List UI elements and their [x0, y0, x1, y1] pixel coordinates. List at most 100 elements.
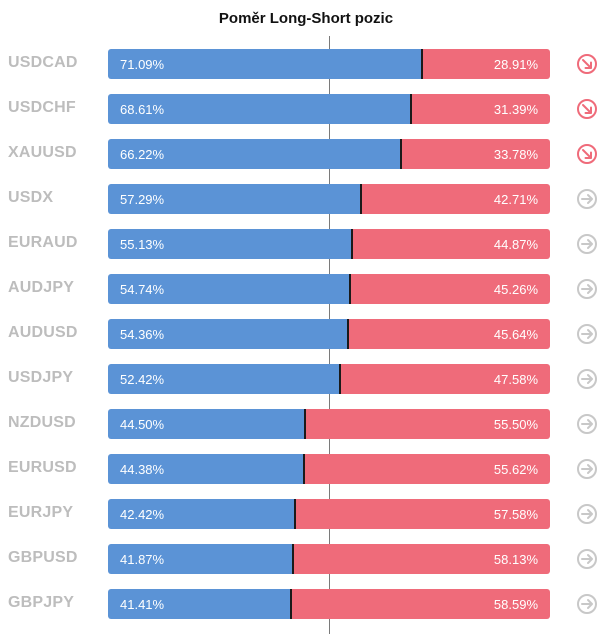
short-percent-label: 44.87% [493, 237, 538, 252]
ratio-bar[interactable]: 41.87% 58.13% [108, 544, 550, 574]
short-segment [348, 319, 550, 349]
chart-title: Poměr Long-Short pozic [218, 10, 394, 27]
pair-label: EURJPY [8, 504, 74, 521]
ratio-bar[interactable]: 54.74% 45.26% [108, 274, 550, 304]
divider-marker [347, 319, 349, 349]
divider-marker [294, 499, 296, 529]
arrow-right-icon[interactable] [576, 548, 598, 570]
short-segment [295, 499, 550, 529]
bar-row: GBPUSD 41.87% 58.13% [0, 544, 612, 574]
arrow-right-icon[interactable] [576, 413, 598, 435]
divider-marker [292, 544, 294, 574]
long-segment [108, 94, 411, 124]
bar-row: XAUUSD 66.22% 33.78% [0, 139, 612, 169]
arrow-down-right-icon[interactable] [576, 98, 598, 120]
short-segment [340, 364, 550, 394]
ratio-bar[interactable]: 71.09% 28.91% [108, 49, 550, 79]
short-segment [361, 184, 550, 214]
divider-marker [303, 454, 305, 484]
short-percent-label: 57.58% [493, 507, 538, 522]
short-segment [293, 544, 550, 574]
short-percent-label: 45.64% [493, 327, 538, 342]
arrow-right-icon[interactable] [576, 323, 598, 345]
arrow-right-icon[interactable] [576, 593, 598, 615]
arrow-right-icon[interactable] [576, 188, 598, 210]
pair-label: EURUSD [8, 459, 77, 476]
short-segment [352, 229, 550, 259]
short-percent-label: 47.58% [493, 372, 538, 387]
ratio-bar[interactable]: 41.41% 58.59% [108, 589, 550, 619]
long-percent-label: 41.41% [120, 597, 165, 612]
ratio-bar[interactable]: 42.42% 57.58% [108, 499, 550, 529]
divider-marker [290, 589, 292, 619]
pair-label: USDCAD [8, 54, 78, 71]
divider-marker [360, 184, 362, 214]
bar-row: NZDUSD 44.50% 55.50% [0, 409, 612, 439]
divider-marker [349, 274, 351, 304]
pair-label: XAUUSD [8, 144, 77, 161]
divider-marker [421, 49, 423, 79]
short-percent-label: 42.71% [493, 192, 538, 207]
short-segment [411, 94, 550, 124]
ratio-bar[interactable]: 57.29% 42.71% [108, 184, 550, 214]
arrow-down-right-icon[interactable] [576, 53, 598, 75]
long-segment [108, 409, 305, 439]
short-segment [291, 589, 550, 619]
arrow-right-icon[interactable] [576, 233, 598, 255]
bar-row: USDX 57.29% 42.71% [0, 184, 612, 214]
bar-row: USDCHF 68.61% 31.39% [0, 94, 612, 124]
ratio-bar[interactable]: 68.61% 31.39% [108, 94, 550, 124]
short-percent-label: 28.91% [493, 57, 538, 72]
short-segment [305, 409, 550, 439]
long-percent-label: 52.42% [120, 372, 165, 387]
long-segment [108, 454, 304, 484]
short-percent-label: 58.13% [493, 552, 538, 567]
arrow-right-icon[interactable] [576, 278, 598, 300]
bar-row: GBPJPY 41.41% 58.59% [0, 589, 612, 619]
long-percent-label: 57.29% [120, 192, 165, 207]
pair-label: AUDUSD [8, 324, 78, 341]
long-percent-label: 71.09% [120, 57, 165, 72]
pair-label: USDJPY [8, 369, 74, 386]
long-segment [108, 49, 422, 79]
ratio-bar[interactable]: 44.38% 55.62% [108, 454, 550, 484]
ratio-bar[interactable]: 66.22% 33.78% [108, 139, 550, 169]
arrow-right-icon[interactable] [576, 368, 598, 390]
long-segment [108, 319, 348, 349]
pair-label: GBPJPY [8, 594, 75, 611]
bar-row: EURAUD 55.13% 44.87% [0, 229, 612, 259]
short-segment [401, 139, 550, 169]
ratio-bar[interactable]: 52.42% 47.58% [108, 364, 550, 394]
long-percent-label: 54.36% [120, 327, 165, 342]
ratio-bar[interactable]: 54.36% 45.64% [108, 319, 550, 349]
arrow-right-icon[interactable] [576, 458, 598, 480]
bar-row: EURJPY 42.42% 57.58% [0, 499, 612, 529]
pair-label: NZDUSD [8, 414, 76, 431]
divider-marker [410, 94, 412, 124]
short-percent-label: 55.62% [493, 462, 538, 477]
long-percent-label: 44.38% [120, 462, 165, 477]
pair-label: GBPUSD [8, 549, 78, 566]
long-segment [108, 364, 340, 394]
pair-label: EURAUD [8, 234, 78, 251]
arrow-right-icon[interactable] [576, 503, 598, 525]
short-percent-label: 45.26% [493, 282, 538, 297]
long-segment [108, 589, 291, 619]
long-percent-label: 55.13% [120, 237, 165, 252]
short-segment [422, 49, 550, 79]
long-percent-label: 54.74% [120, 282, 165, 297]
ratio-bar[interactable]: 44.50% 55.50% [108, 409, 550, 439]
long-segment [108, 274, 350, 304]
bar-row: AUDJPY 54.74% 45.26% [0, 274, 612, 304]
long-percent-label: 44.50% [120, 417, 165, 432]
short-percent-label: 33.78% [493, 147, 538, 162]
bar-row: USDJPY 52.42% 47.58% [0, 364, 612, 394]
bar-row: USDCAD 71.09% 28.91% [0, 49, 612, 79]
short-percent-label: 55.50% [493, 417, 538, 432]
divider-marker [339, 364, 341, 394]
ratio-bar[interactable]: 55.13% 44.87% [108, 229, 550, 259]
long-segment [108, 499, 295, 529]
arrow-down-right-icon[interactable] [576, 143, 598, 165]
long-segment [108, 184, 361, 214]
short-segment [304, 454, 550, 484]
